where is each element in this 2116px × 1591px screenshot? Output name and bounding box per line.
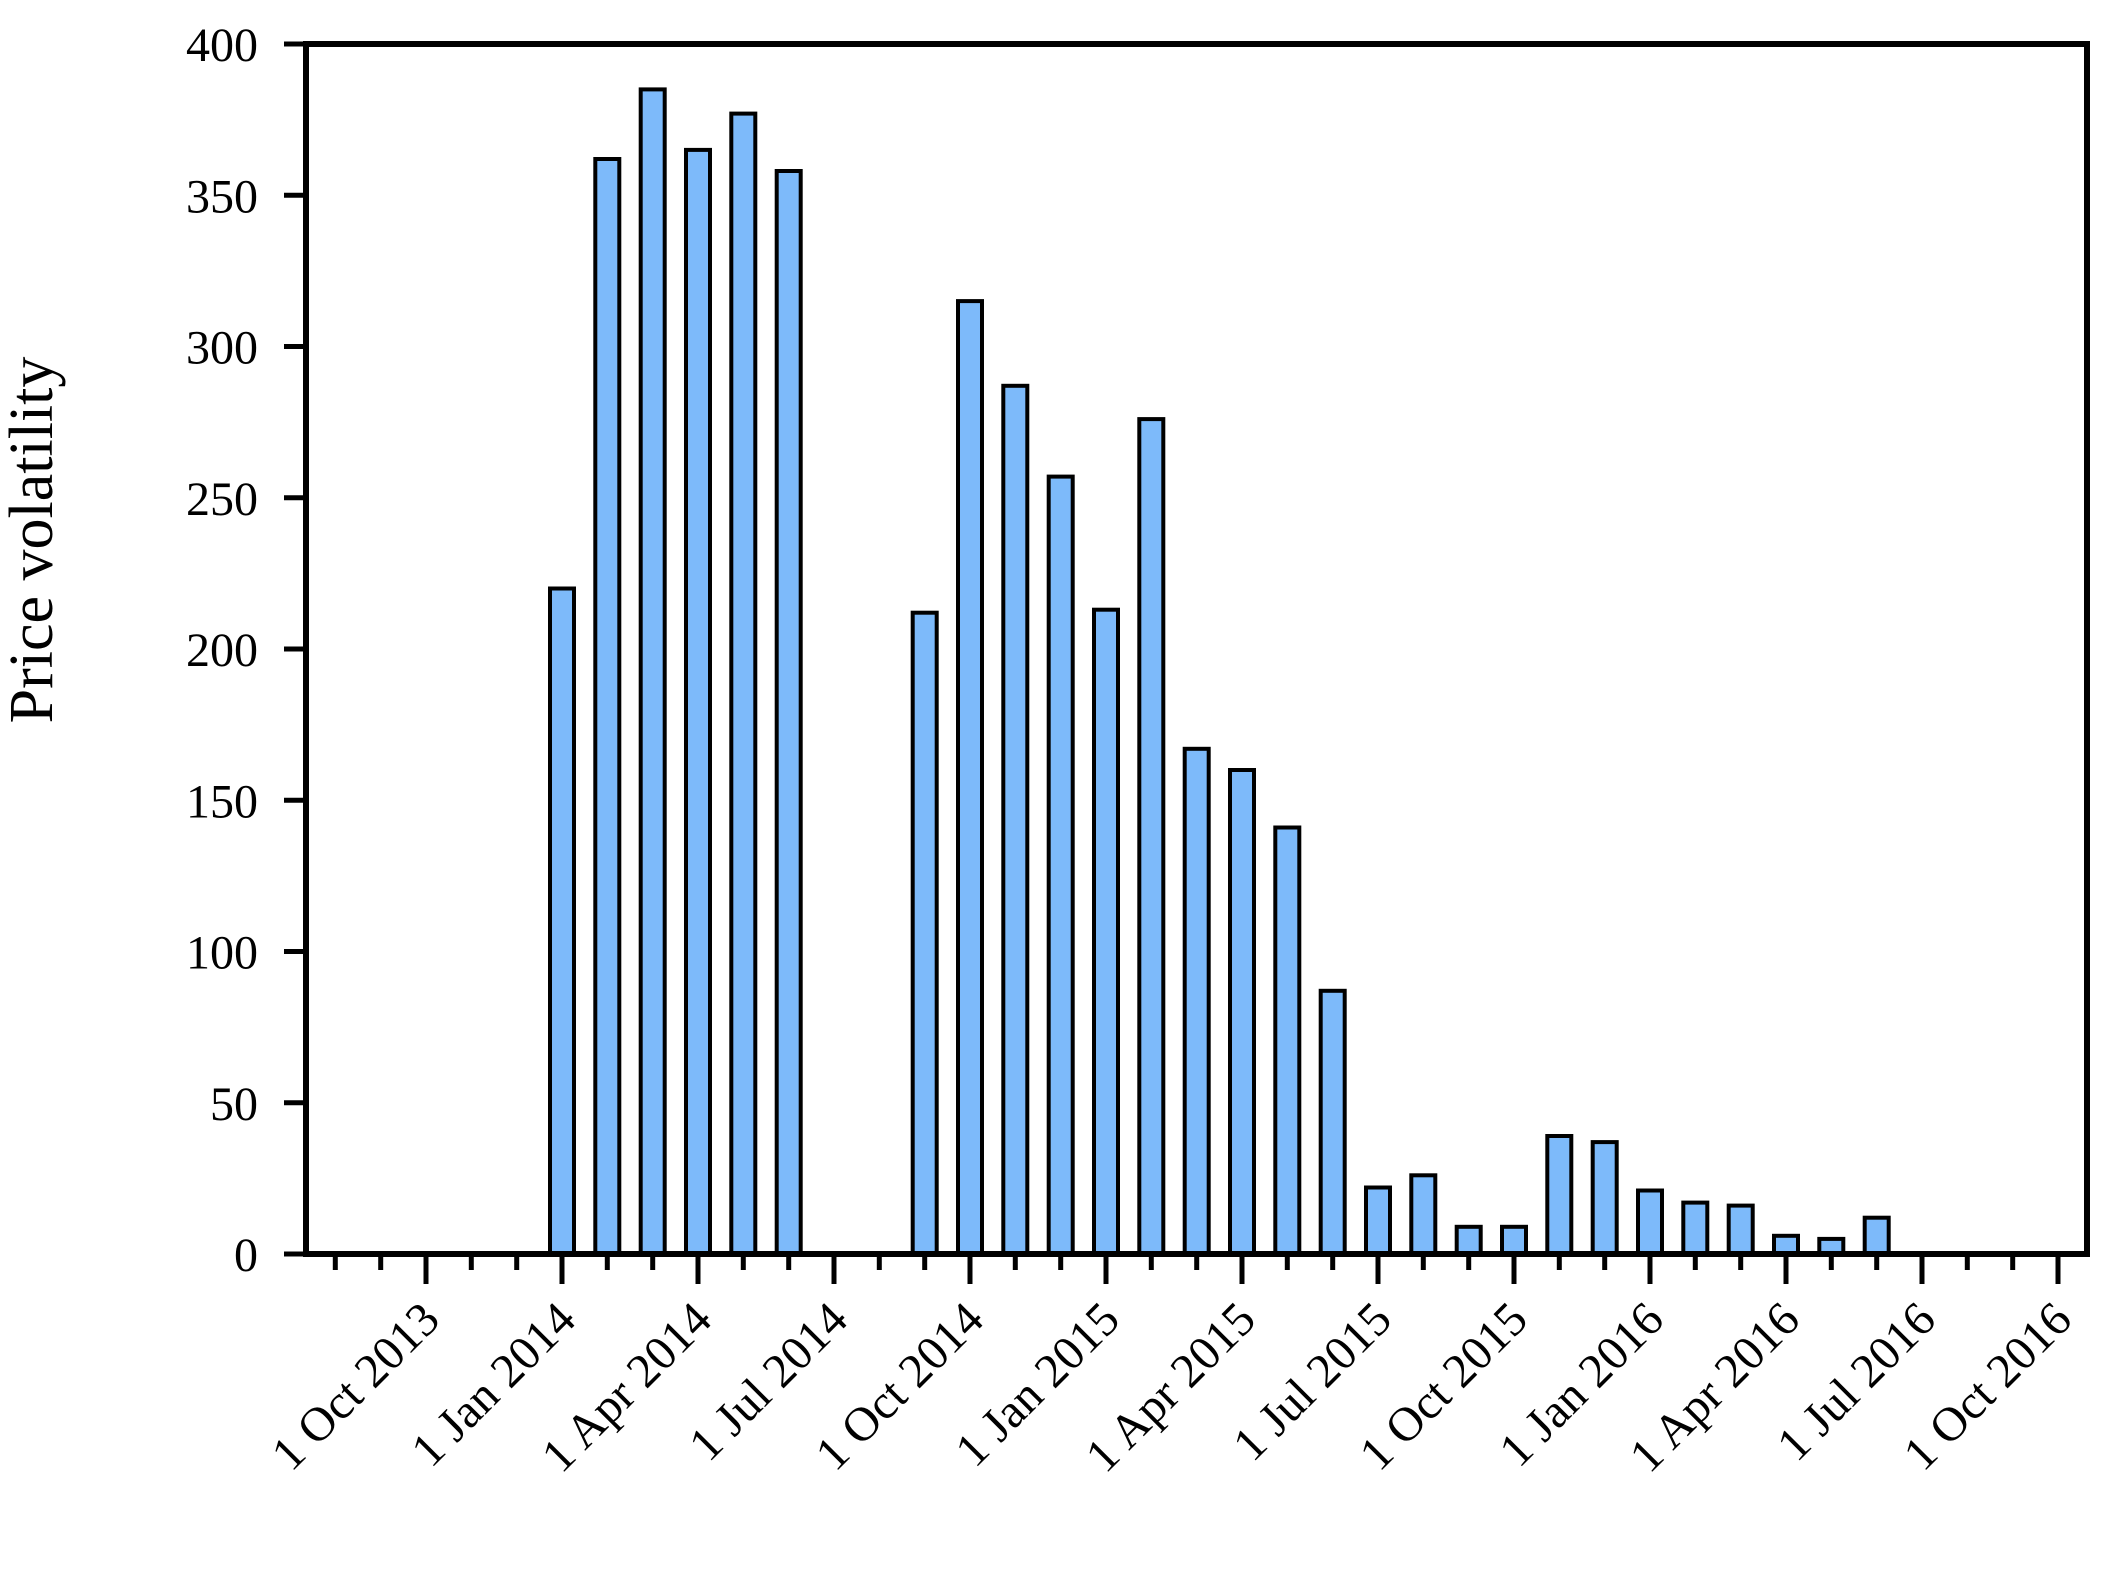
y-tick-label-250: 250 <box>186 473 258 526</box>
bar-jan-2016 <box>1636 1188 1664 1256</box>
bars-group <box>548 87 1891 1257</box>
bar-jun-2015 <box>1318 988 1347 1256</box>
bar-jan-2015 <box>1092 607 1120 1256</box>
bar-dec-2015 <box>1590 1140 1619 1256</box>
bar-feb-2016 <box>1681 1200 1710 1256</box>
bar-oct-2014 <box>956 299 984 1257</box>
bar-apr-2014 <box>684 147 712 1256</box>
bar-mar-2015 <box>1182 746 1211 1256</box>
y-tick-label-400: 400 <box>186 19 258 72</box>
y-axis-title: Price volatility <box>0 357 66 724</box>
bar-sep-2015 <box>1454 1224 1483 1257</box>
bar-jun-2016 <box>1862 1215 1891 1256</box>
y-tick-label-150: 150 <box>186 775 258 828</box>
bar-feb-2015 <box>1137 417 1166 1257</box>
bar-feb-2014 <box>593 157 622 1256</box>
bar-nov-2015 <box>1545 1134 1574 1256</box>
bar-jul-2015 <box>1364 1185 1392 1256</box>
y-tick-label-300: 300 <box>186 322 258 375</box>
bar-may-2014 <box>729 111 758 1257</box>
y-axis-ticks: 0 50 100 150 200 250 300 350 400 <box>186 19 306 1282</box>
bar-jun-2014 <box>774 169 803 1256</box>
bar-aug-2015 <box>1409 1173 1438 1257</box>
bar-sep-2014 <box>910 610 939 1256</box>
bar-jan-2014 <box>548 586 576 1256</box>
bar-mar-2014 <box>638 87 667 1256</box>
bar-nov-2014 <box>1001 383 1030 1256</box>
y-tick-label-200: 200 <box>186 624 258 677</box>
bar-dec-2014 <box>1046 474 1075 1257</box>
y-tick-label-100: 100 <box>186 927 258 980</box>
y-tick-label-0: 0 <box>234 1229 258 1282</box>
bar-mar-2016 <box>1726 1203 1755 1256</box>
bar-apr-2015 <box>1228 768 1256 1256</box>
y-tick-label-350: 350 <box>186 170 258 223</box>
bar-may-2015 <box>1273 825 1302 1256</box>
y-tick-label-50: 50 <box>210 1078 258 1131</box>
bar-oct-2015 <box>1500 1224 1528 1257</box>
